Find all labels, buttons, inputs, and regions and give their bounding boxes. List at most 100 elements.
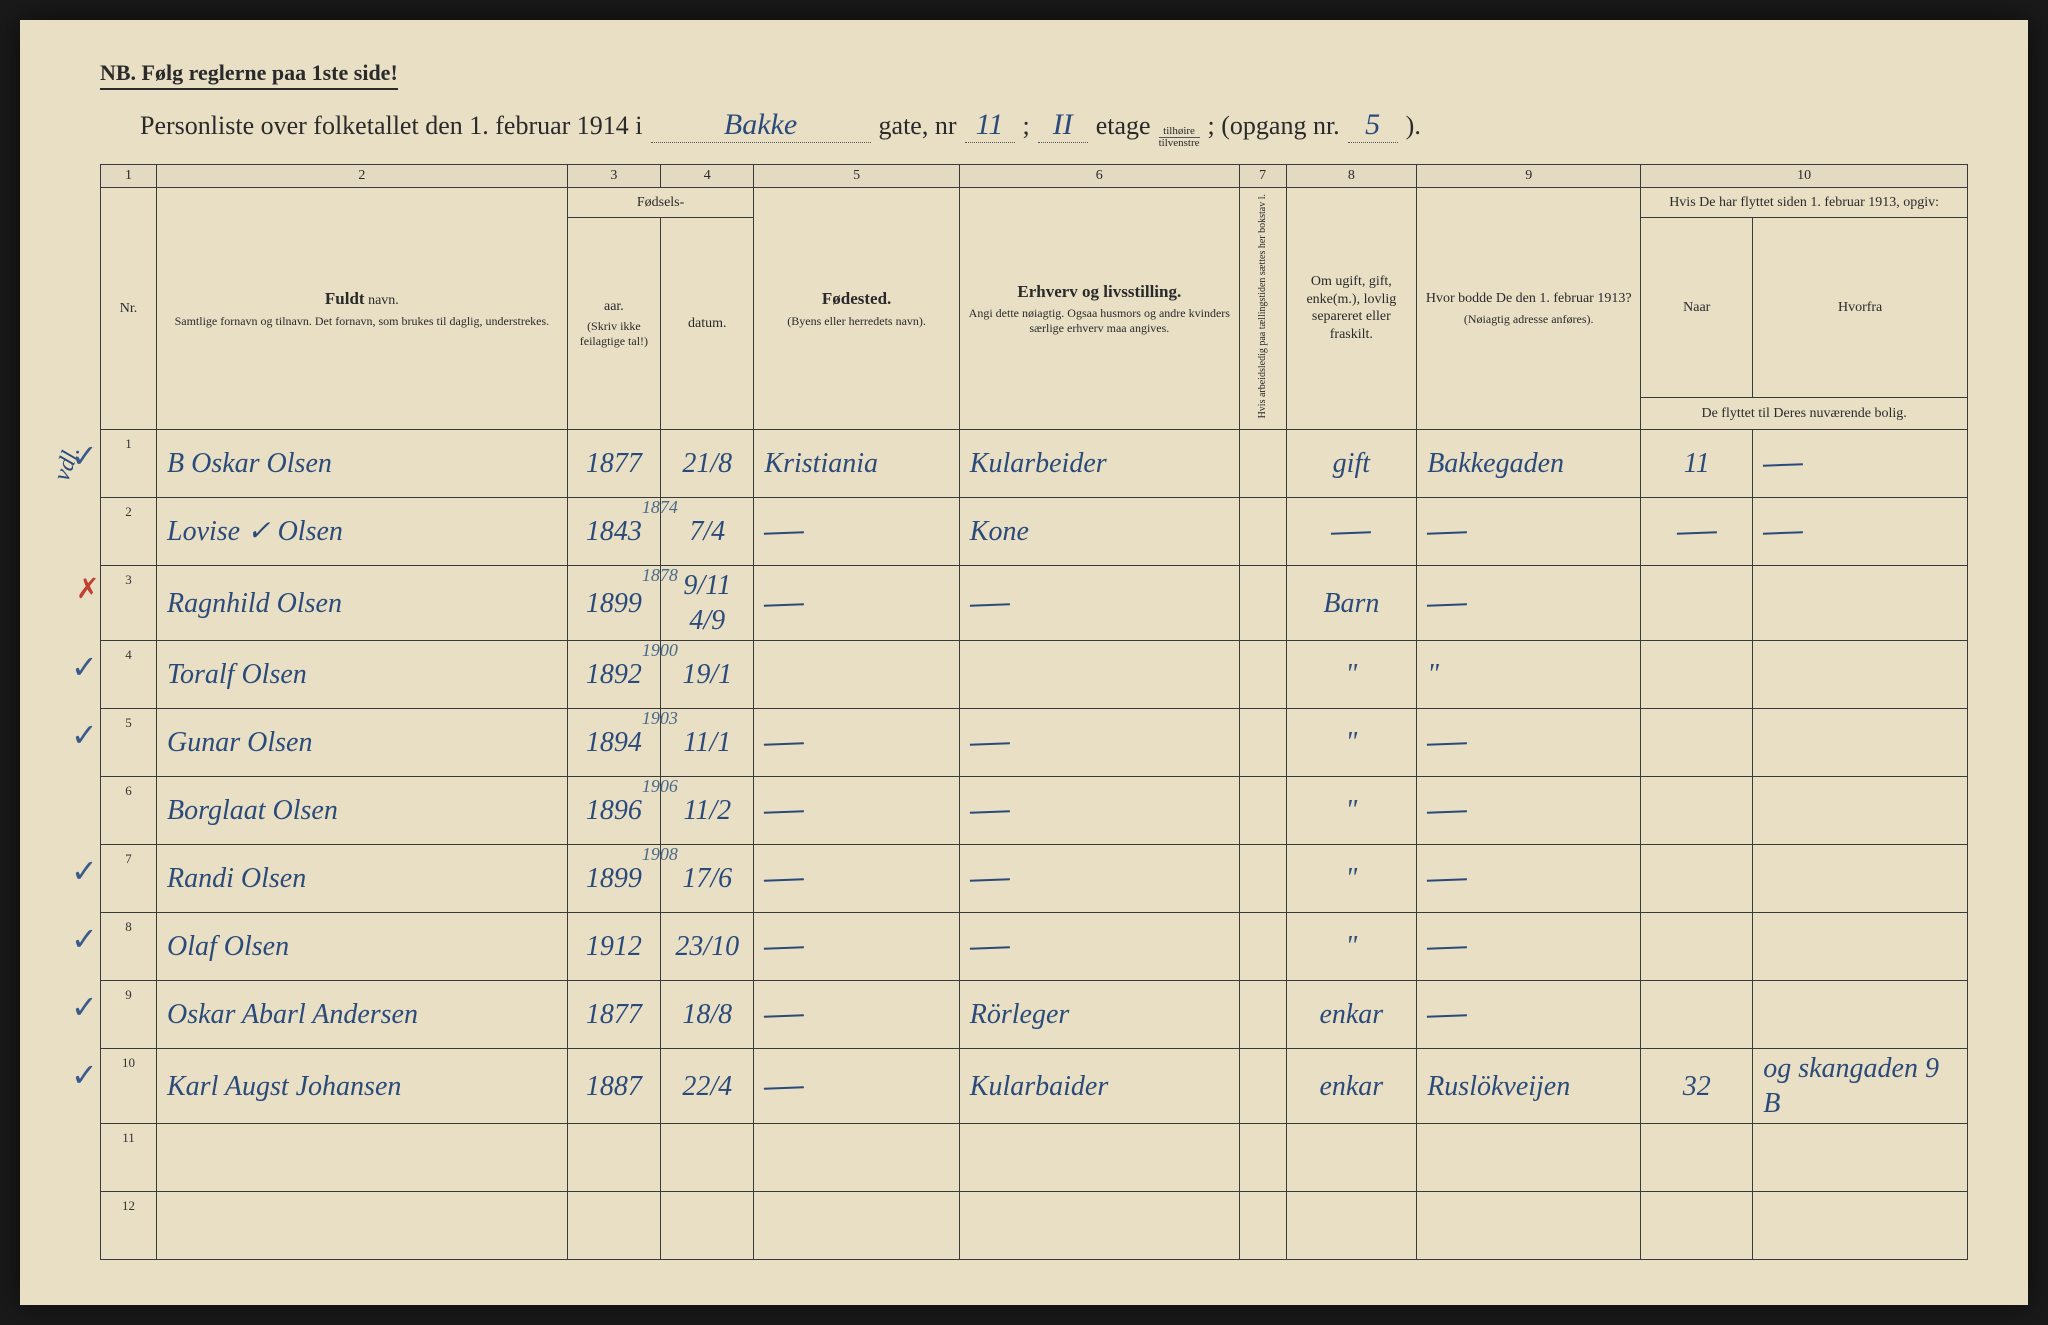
cell-name: Borglaat Olsen — [157, 777, 568, 845]
cell-occupation — [959, 709, 1239, 777]
ditto-dash — [764, 941, 804, 950]
cell-prev-address — [1417, 913, 1641, 981]
hdr-erhverv-main: Erhverv og livsstilling. — [1017, 282, 1181, 301]
table-body: 1✓B Oskar Olsen187721/8KristianiaKularbe… — [101, 430, 1968, 1260]
cell-occupation: Kone — [959, 498, 1239, 566]
cell-prev-address: " — [1417, 641, 1641, 709]
cell-wherefrom — [1753, 1124, 1968, 1192]
cell-nr: 1✓ — [101, 430, 157, 498]
cell-nr: 4✓ — [101, 641, 157, 709]
ditto-dash — [1331, 526, 1371, 535]
cell-marital: Barn — [1286, 566, 1417, 641]
cell-occupation — [959, 913, 1239, 981]
ditto-dash — [764, 597, 804, 606]
hdr-fodested-main: Fødested. — [822, 289, 891, 308]
cell-unemployed — [1239, 1049, 1286, 1124]
cell-when: 11 — [1641, 430, 1753, 498]
hdr-hvorfra: Hvorfra — [1753, 218, 1968, 398]
cell-year: 1912 — [567, 913, 660, 981]
table-row: 2Lovise ✓ Olsen184318747/4Kone — [101, 498, 1968, 566]
cell-nr: 5✓ — [101, 709, 157, 777]
cell-wherefrom — [1753, 1192, 1968, 1260]
gate-nr-fill: 11 — [965, 108, 1015, 143]
cell-unemployed — [1239, 709, 1286, 777]
ditto-dash — [1427, 941, 1467, 950]
cell-prev-address — [1417, 981, 1641, 1049]
cell-prev-address: Ruslökveijen — [1417, 1049, 1641, 1124]
ditto-dash — [1763, 526, 1803, 535]
hdr-col10-sub: De flyttet til Deres nuværende bolig. — [1641, 398, 1968, 430]
cell-unemployed — [1239, 566, 1286, 641]
cell-name: Toralf Olsen — [157, 641, 568, 709]
cell-name: B Oskar Olsen — [157, 430, 568, 498]
cell-nr: 10✓ — [101, 1049, 157, 1124]
etage-fill: II — [1038, 108, 1088, 143]
cell-when — [1641, 845, 1753, 913]
colnum-10: 10 — [1641, 165, 1968, 188]
hdr-naar: Naar — [1641, 218, 1753, 398]
table-head: 1 2 3 4 5 6 7 8 9 10 Nr. Fuldt navn. Sam… — [101, 165, 1968, 430]
ditto-dash — [764, 737, 804, 746]
cell-year — [567, 1192, 660, 1260]
cell-when — [1641, 913, 1753, 981]
ditto-dash — [1763, 458, 1803, 467]
cell-date: 22/4 — [661, 1049, 754, 1124]
hdr-name-after: navn. — [365, 293, 399, 308]
ditto-dash — [764, 1009, 804, 1018]
table-row: 9✓Oskar Abarl Andersen187718/8Rörlegeren… — [101, 981, 1968, 1049]
cell-marital: " — [1286, 709, 1417, 777]
cell-wherefrom — [1753, 845, 1968, 913]
ditto-dash — [969, 597, 1009, 606]
cell-prev-address: Bakkegaden — [1417, 430, 1641, 498]
cell-name: Gunar Olsen — [157, 709, 568, 777]
cell-name: Oskar Abarl Andersen — [157, 981, 568, 1049]
cell-nr: 7✓ — [101, 845, 157, 913]
cell-wherefrom — [1753, 777, 1968, 845]
cell-marital: " — [1286, 777, 1417, 845]
check-mark: ✓ — [71, 436, 98, 476]
hdr-fodested: Fødested. (Byens eller herredets navn). — [754, 187, 959, 430]
cell-wherefrom: og skangaden 9 B — [1753, 1049, 1968, 1124]
semicolon: ; — [1023, 111, 1030, 141]
check-mark: ✓ — [71, 851, 98, 891]
colnum-1: 1 — [101, 165, 157, 188]
cell-year: 18991878 — [567, 566, 660, 641]
cell-prev-address — [1417, 709, 1641, 777]
cell-nr: 3✗ — [101, 566, 157, 641]
cell-birthplace — [754, 709, 959, 777]
census-page: NB. Følg reglerne paa 1ste side! Personl… — [20, 20, 2028, 1305]
census-table: 1 2 3 4 5 6 7 8 9 10 Nr. Fuldt navn. Sam… — [100, 164, 1968, 1260]
cell-nr: 11 — [101, 1124, 157, 1192]
ditto-dash — [1427, 805, 1467, 814]
hdr-fodested-sub: (Byens eller herredets navn). — [758, 314, 954, 329]
cell-name: Randi Olsen — [157, 845, 568, 913]
cell-birthplace — [754, 1049, 959, 1124]
cell-year: 1877 — [567, 430, 660, 498]
ditto-dash — [969, 941, 1009, 950]
cell-unemployed — [1239, 981, 1286, 1049]
cell-occupation — [959, 641, 1239, 709]
hdr-col9-sub: (Nøiagtig adresse anføres). — [1421, 312, 1636, 327]
hdr-col10-top: Hvis De har flyttet siden 1. februar 191… — [1641, 187, 1968, 218]
cell-nr: 6 — [101, 777, 157, 845]
table-row: 7✓Randi Olsen1899190817/6" — [101, 845, 1968, 913]
colnum-4: 4 — [661, 165, 754, 188]
cell-when — [1641, 566, 1753, 641]
cell-occupation — [959, 1192, 1239, 1260]
check-mark: ✓ — [71, 1055, 98, 1095]
cell-occupation — [959, 1124, 1239, 1192]
check-mark: ✓ — [71, 647, 98, 687]
cell-unemployed — [1239, 1124, 1286, 1192]
ditto-dash — [1427, 1009, 1467, 1018]
cell-marital: " — [1286, 913, 1417, 981]
cell-when — [1641, 777, 1753, 845]
cell-when — [1641, 1192, 1753, 1260]
table-row: 4✓Toralf Olsen1892190019/1"" — [101, 641, 1968, 709]
cell-year: 18921900 — [567, 641, 660, 709]
street-name-fill: Bakke — [651, 108, 871, 143]
table-row: 5✓Gunar Olsen1894190311/1" — [101, 709, 1968, 777]
cell-birthplace — [754, 777, 959, 845]
hdr-col9-main: Hvor bodde De den 1. februar 1913? — [1426, 291, 1632, 306]
cell-wherefrom — [1753, 430, 1968, 498]
cell-when — [1641, 641, 1753, 709]
